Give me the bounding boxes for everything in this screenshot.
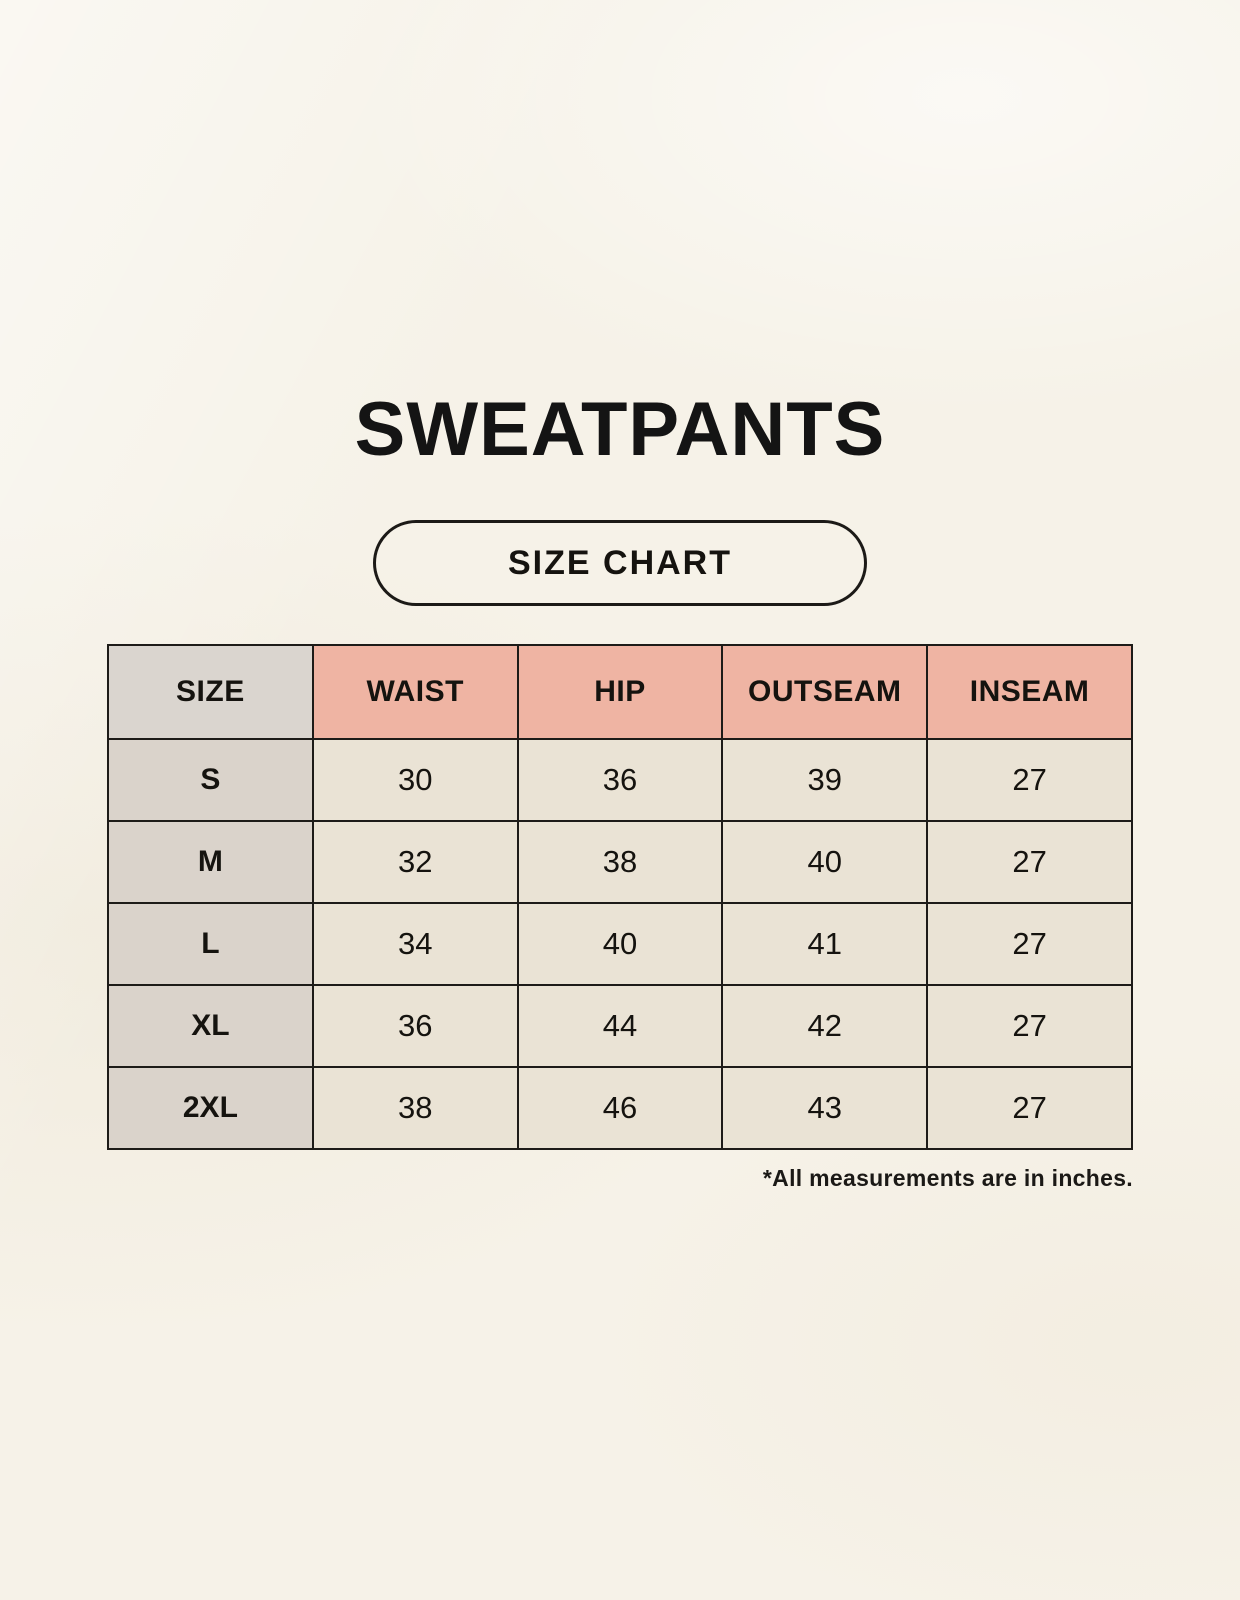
cell-outseam: 43	[721, 1066, 929, 1150]
table-row: L 34 40 41 27	[107, 902, 1133, 986]
table-row: XL 36 44 42 27	[107, 984, 1133, 1068]
cell-outseam: 42	[721, 984, 929, 1068]
size-label: 2XL	[107, 1066, 314, 1150]
cell-inseam: 27	[926, 902, 1133, 986]
column-header-hip: HIP	[516, 644, 724, 740]
size-label: S	[107, 738, 314, 822]
column-header-inseam: INSEAM	[926, 644, 1133, 740]
cell-hip: 40	[516, 902, 724, 986]
cell-inseam: 27	[926, 738, 1133, 822]
column-header-outseam: OUTSEAM	[721, 644, 929, 740]
table-row: S 30 36 39 27	[107, 738, 1133, 822]
cell-hip: 46	[516, 1066, 724, 1150]
size-label: XL	[107, 984, 314, 1068]
size-chart-table: SIZE WAIST HIP OUTSEAM INSEAM S 30 36 39…	[107, 644, 1133, 1150]
cell-inseam: 27	[926, 1066, 1133, 1150]
cell-hip: 38	[516, 820, 724, 904]
column-header-size: SIZE	[107, 644, 314, 740]
cell-waist: 38	[311, 1066, 519, 1150]
table-header-row: SIZE WAIST HIP OUTSEAM INSEAM	[107, 644, 1133, 740]
cell-outseam: 41	[721, 902, 929, 986]
cell-waist: 36	[311, 984, 519, 1068]
cell-hip: 44	[516, 984, 724, 1068]
cell-inseam: 27	[926, 820, 1133, 904]
cell-waist: 34	[311, 902, 519, 986]
measurement-footnote: *All measurements are in inches.	[762, 1165, 1133, 1191]
size-label: M	[107, 820, 314, 904]
page-title: SWEATPANTS	[354, 387, 886, 472]
cell-outseam: 39	[721, 738, 929, 822]
cell-outseam: 40	[721, 820, 929, 904]
cell-hip: 36	[516, 738, 724, 822]
table-row: 2XL 38 46 43 27	[107, 1066, 1133, 1150]
column-header-waist: WAIST	[311, 644, 519, 740]
table-row: M 32 38 40 27	[107, 820, 1133, 904]
cell-waist: 30	[311, 738, 519, 822]
cell-waist: 32	[311, 820, 519, 904]
size-label: L	[107, 902, 314, 986]
cell-inseam: 27	[926, 984, 1133, 1068]
size-chart-badge-label: SIZE CHART	[508, 543, 732, 582]
size-chart-badge: SIZE CHART	[373, 520, 867, 606]
